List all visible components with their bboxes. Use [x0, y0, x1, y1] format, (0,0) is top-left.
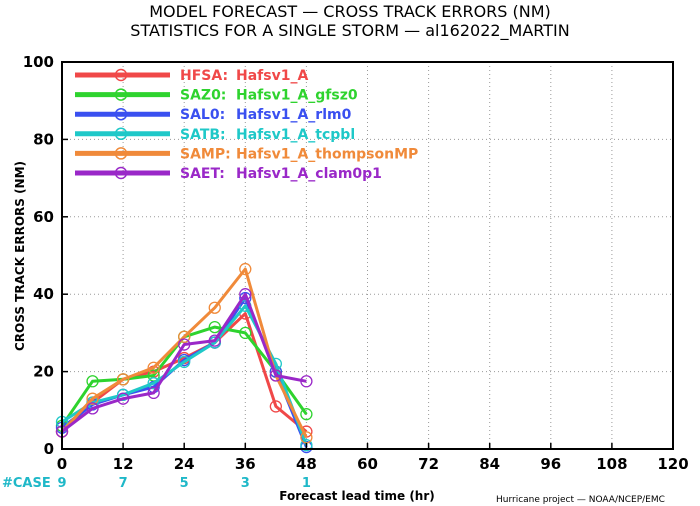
- data-point: [116, 373, 130, 386]
- legend-series-desc: Hafsv1_A_clam0p1: [236, 166, 382, 182]
- data-point: [178, 355, 191, 369]
- y-axis-label: CROSS TRACK ERRORS (NM): [13, 161, 27, 351]
- legend-entry: SAMP: Hafsv1_A_thompsonMP: [75, 146, 418, 162]
- legend-series-name: SAMP:: [180, 146, 231, 162]
- legend-entry: SATB: Hafsv1_A_tcpbl: [75, 127, 355, 143]
- x-tick-label: 24: [174, 455, 195, 473]
- x-tick-label: 60: [357, 455, 378, 473]
- legend: HFSA: Hafsv1_A SAZ0: Hafsv1_A_gfsz0 SAL0: Haf…: [75, 68, 418, 182]
- case-count: 7: [119, 476, 128, 491]
- x-axis-label: Forecast lead time (hr): [279, 489, 435, 503]
- chart-title-line1: MODEL FORECAST — CROSS TRACK ERRORS (NM): [149, 2, 551, 21]
- data-point: [208, 320, 221, 334]
- y-tick-label: 60: [33, 208, 54, 226]
- case-count: 3: [241, 476, 250, 491]
- legend-entry: HFSA: Hafsv1_A: [75, 68, 308, 84]
- chart-title-line2: STATISTICS FOR A SINGLE STORM — al162022…: [130, 21, 569, 41]
- legend-series-name: HFSA:: [180, 68, 228, 84]
- y-tick-label: 100: [23, 53, 54, 71]
- data-point: [147, 386, 160, 400]
- legend-swatch-marker: [114, 88, 128, 101]
- data-point: [208, 301, 221, 314]
- y-tick-label: 0: [44, 440, 54, 458]
- data-point: [300, 438, 313, 452]
- y-tick-label: 20: [33, 363, 54, 381]
- data-point: [239, 291, 252, 305]
- legend-series-name: SAET:: [180, 166, 225, 182]
- case-count: 9: [57, 476, 66, 491]
- legend-entry: SAL0: Hafsv1_A_rlm0: [75, 107, 352, 123]
- data-point: [116, 388, 130, 401]
- series-lines: [55, 262, 313, 454]
- data-point: [178, 338, 191, 351]
- legend-entry: SAZ0: Hafsv1_A_gfsz0: [75, 88, 358, 104]
- legend-swatch-marker: [114, 127, 128, 141]
- legend-swatch-marker: [114, 68, 128, 82]
- legend-swatch-marker: [114, 166, 128, 180]
- data-point: [239, 262, 252, 276]
- legend-series-name: SAL0:: [180, 107, 225, 123]
- legend-series-name: SATB:: [180, 127, 226, 143]
- y-tick-label: 80: [33, 130, 54, 148]
- data-point: [269, 400, 283, 413]
- x-tick-label: 72: [418, 455, 439, 473]
- data-point: [239, 326, 252, 340]
- x-axis-ticks: 0 12 24 36 48 60 72 84 96 108 120: [57, 443, 689, 473]
- data-point: [239, 288, 252, 301]
- legend-swatch-marker: [114, 107, 128, 121]
- legend-series-desc: Hafsv1_A_tcpbl: [236, 127, 355, 143]
- grid-lines: [62, 62, 673, 449]
- y-tick-label: 40: [33, 285, 54, 303]
- series-line: [60, 267, 308, 439]
- y-axis-ticks: 0 20 40 60 80 100: [23, 53, 68, 458]
- x-tick-label: 0: [57, 455, 67, 473]
- x-tick-label: 120: [657, 455, 688, 473]
- legend-series-desc: Hafsv1_A_thompsonMP: [236, 146, 418, 162]
- legend-series-name: SAZ0:: [180, 88, 226, 104]
- case-row-label: #CASE: [2, 476, 51, 491]
- series-line: [60, 312, 308, 433]
- legend-series-desc: Hafsv1_A: [236, 68, 308, 84]
- credit-text: Hurricane project — NOAA/NCEP/EMC: [496, 495, 665, 505]
- data-point: [300, 431, 313, 444]
- case-count: 5: [180, 476, 189, 491]
- data-point: [86, 402, 99, 415]
- series-line: [61, 292, 307, 433]
- legend-entry: SAET: Hafsv1_A_clam0p1: [75, 166, 382, 182]
- data-point: [147, 361, 160, 374]
- data-point: [178, 330, 191, 343]
- x-tick-label: 36: [235, 455, 256, 473]
- legend-series-desc: Hafsv1_A_gfsz0: [236, 88, 358, 104]
- x-tick-label: 96: [540, 455, 561, 473]
- x-tick-label: 108: [596, 455, 627, 473]
- data-point: [300, 408, 313, 421]
- data-point: [269, 369, 283, 382]
- case-counts: #CASE 9 7 5 3 1: [2, 476, 311, 491]
- x-tick-label: 48: [296, 455, 317, 473]
- x-tick-label: 12: [113, 455, 134, 473]
- data-point: [86, 392, 99, 405]
- data-point: [300, 375, 313, 388]
- legend-series-desc: Hafsv1_A_rlm0: [236, 107, 352, 123]
- data-point: [208, 334, 221, 347]
- data-point: [86, 375, 99, 388]
- data-point: [116, 392, 130, 405]
- x-tick-label: 84: [479, 455, 500, 473]
- case-count: 1: [302, 476, 311, 491]
- series-line: [61, 296, 308, 448]
- legend-swatch-marker: [114, 147, 128, 160]
